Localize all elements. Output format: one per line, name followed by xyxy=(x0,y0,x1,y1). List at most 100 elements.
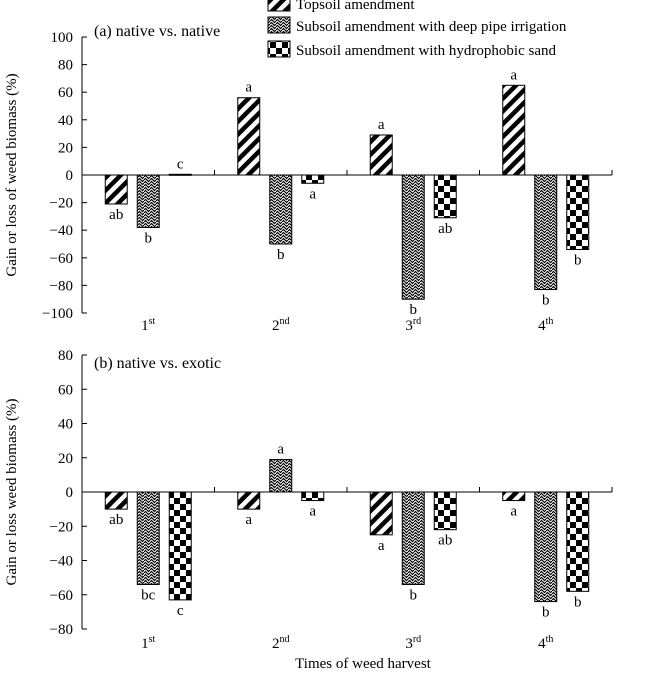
category-suffix: st xyxy=(149,316,156,327)
bar-diag xyxy=(502,84,526,176)
significance-letter: a xyxy=(309,186,316,202)
legend-swatch-wave xyxy=(267,16,291,34)
category-suffix: rd xyxy=(413,634,421,645)
significance-letter: c xyxy=(177,603,184,619)
legend: Topsoil amendment Subsoil amendment with … xyxy=(267,0,567,59)
category-number: 3 xyxy=(405,318,413,334)
legend-label: Subsoil amendment with hydrophobic sand xyxy=(296,43,556,59)
y-tick-label: −40 xyxy=(50,223,73,239)
y-tick-label: 100 xyxy=(51,30,74,46)
y-tick-label: 20 xyxy=(58,140,73,156)
bar-check xyxy=(433,174,457,219)
category-suffix: th xyxy=(546,316,554,327)
y-tick-label: −80 xyxy=(50,278,73,294)
bar-diag xyxy=(104,491,128,510)
bar-diag xyxy=(104,174,128,205)
significance-letter: a xyxy=(378,117,385,133)
significance-letter: ab xyxy=(109,207,123,223)
category-suffix: rd xyxy=(413,316,421,327)
bar-check xyxy=(566,174,590,251)
y-tick-label: −40 xyxy=(50,554,73,570)
legend-label: Subsoil amendment with deep pipe irrigat… xyxy=(296,19,567,35)
y-tick-label: −100 xyxy=(42,306,73,322)
significance-letter: a xyxy=(245,512,252,528)
category-label: 2nd xyxy=(272,634,290,652)
y-tick-label: −60 xyxy=(50,251,73,267)
significance-letter: b xyxy=(410,302,418,318)
category-label: 4th xyxy=(538,316,553,334)
category-number: 2 xyxy=(272,318,280,334)
y-tick-label: 40 xyxy=(58,417,73,433)
legend-swatch-check xyxy=(267,40,291,58)
significance-letter: b xyxy=(277,247,285,263)
significance-letter: ab xyxy=(438,533,452,549)
category-suffix: nd xyxy=(280,634,290,645)
category-suffix: nd xyxy=(280,316,290,327)
bar-check xyxy=(168,173,192,176)
y-tick-label: −60 xyxy=(50,588,73,604)
significance-letter: b xyxy=(574,594,582,610)
x-axis-title: Times of weed harvest xyxy=(295,656,432,672)
y-tick-label: −20 xyxy=(50,196,73,212)
panel-a: 100 80 60 40 20 0 −20 −40 −60 −80 −100 1st 2nd 3rd 4th… xyxy=(4,23,613,334)
bar-diag xyxy=(237,97,261,176)
y-axis-title: Gain or loss of weed biomass (%) xyxy=(4,73,20,276)
y-tick-label: 60 xyxy=(58,382,73,398)
significance-letter: a xyxy=(309,504,316,520)
significance-letter: a xyxy=(510,504,517,520)
category-suffix: st xyxy=(149,634,156,645)
bar-wave xyxy=(269,458,293,493)
bar-check xyxy=(566,491,590,592)
legend-swatch-diag xyxy=(267,0,291,12)
y-axis-title: Gain or loss weed biomass (%) xyxy=(4,398,20,585)
category-number: 4 xyxy=(538,318,546,334)
y-tick-label: 80 xyxy=(58,58,73,74)
bar-check xyxy=(433,491,457,531)
bar-wave xyxy=(136,174,160,228)
category-label: 4th xyxy=(538,634,553,652)
bar-wave xyxy=(534,491,558,603)
category-label: 1st xyxy=(141,316,155,334)
category-number: 3 xyxy=(405,636,413,652)
bar-wave xyxy=(269,174,293,245)
category-number: 1 xyxy=(141,318,149,334)
significance-letter: ab xyxy=(438,221,452,237)
bar-wave xyxy=(401,491,425,585)
y-tick-label: −20 xyxy=(50,519,73,535)
significance-letter: ab xyxy=(109,512,123,528)
bar-diag xyxy=(369,491,393,536)
category-label: 2nd xyxy=(272,316,290,334)
bar-wave xyxy=(534,174,558,291)
significance-letter: a xyxy=(245,80,252,96)
legend-label: Topsoil amendment xyxy=(296,0,415,13)
significance-letter: b xyxy=(574,253,582,269)
bar-wave xyxy=(401,174,425,300)
y-tick-label: 40 xyxy=(58,113,73,129)
bar-check xyxy=(301,174,325,184)
significance-letter: b xyxy=(542,605,550,621)
category-label: 1st xyxy=(141,634,155,652)
y-tick-label: 0 xyxy=(66,168,74,184)
significance-letter: b xyxy=(542,293,550,309)
category-number: 1 xyxy=(141,636,149,652)
panel-title: (a) native vs. native xyxy=(94,23,220,40)
significance-letter: b xyxy=(410,587,418,603)
panel-title: (b) native vs. exotic xyxy=(94,355,221,372)
bar-diag xyxy=(502,491,526,502)
significance-letter: bc xyxy=(141,587,156,603)
category-number: 2 xyxy=(272,636,280,652)
bar-check xyxy=(168,491,192,601)
bar-check xyxy=(301,491,325,502)
category-suffix: th xyxy=(546,634,554,645)
bar-diag xyxy=(237,491,261,510)
significance-letter: c xyxy=(177,156,184,172)
significance-letter: a xyxy=(277,441,284,457)
significance-letter: b xyxy=(145,230,153,246)
y-tick-label: −80 xyxy=(50,622,73,638)
bar-wave xyxy=(136,491,160,585)
category-label: 3rd xyxy=(405,634,421,652)
y-tick-label: 20 xyxy=(58,451,73,467)
category-label: 3rd xyxy=(405,316,421,334)
